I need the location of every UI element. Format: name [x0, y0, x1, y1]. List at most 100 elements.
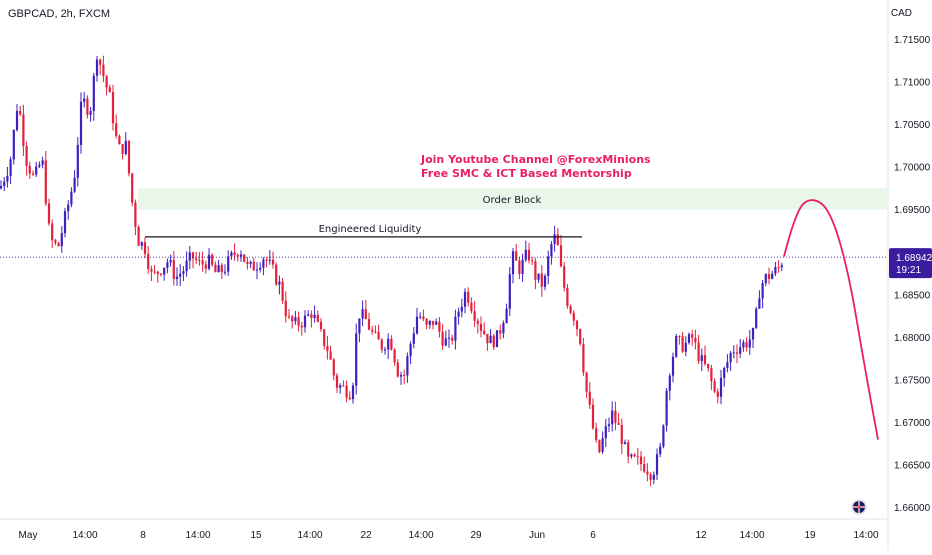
candle-body	[700, 354, 703, 362]
candle-body	[195, 258, 198, 261]
candle-body	[579, 329, 582, 345]
candle-body	[265, 259, 268, 261]
candle-body	[281, 281, 284, 301]
candle-body	[284, 300, 287, 317]
candle-body	[371, 329, 374, 332]
candle-body	[313, 314, 316, 318]
candle-body	[15, 110, 19, 131]
candle-body	[316, 314, 319, 322]
x-tick-label: 14:00	[739, 530, 764, 541]
candle-body	[300, 325, 303, 328]
candle-body	[412, 333, 415, 344]
candle-body	[431, 320, 435, 325]
candle-body	[460, 306, 463, 312]
candle-body	[511, 251, 515, 275]
candle-body	[28, 165, 31, 174]
uk-flag-icon	[851, 499, 867, 515]
candle-body	[185, 260, 188, 272]
candle-body	[60, 233, 63, 247]
candle-body	[332, 359, 335, 376]
candle-body	[627, 442, 630, 457]
candle-body	[659, 446, 662, 455]
candle-body	[0, 185, 3, 189]
current-price-tag	[889, 248, 932, 279]
candle-body	[319, 321, 323, 330]
candle-body	[95, 59, 99, 76]
candle-body	[214, 264, 217, 273]
candle-body	[707, 363, 710, 369]
x-tick-label: 14:00	[408, 530, 433, 541]
candle-body	[547, 256, 550, 276]
candle-body	[230, 252, 233, 257]
candle-body	[220, 265, 223, 273]
candle-body	[335, 375, 339, 388]
candle-body	[473, 311, 476, 321]
x-tick-label: 14:00	[72, 530, 97, 541]
candle-body	[377, 332, 380, 340]
candle-body	[585, 372, 588, 392]
candle-body	[211, 254, 214, 265]
candle-body	[191, 252, 195, 259]
candle-body	[435, 321, 438, 325]
candle-body	[687, 334, 691, 343]
candle-body	[643, 463, 646, 472]
x-tick-label: May	[19, 530, 38, 541]
candle-body	[502, 323, 505, 334]
candle-body	[665, 390, 668, 426]
candle-body	[89, 110, 92, 115]
x-tick-label: 14:00	[853, 530, 878, 541]
x-tick-label: 22	[360, 530, 372, 541]
candle-body	[543, 275, 547, 287]
candle-body	[483, 330, 486, 334]
annotation-line-1: Join Youtube Channel @ForexMinions	[420, 153, 651, 166]
candle-body	[444, 338, 447, 346]
candle-body	[207, 254, 211, 269]
candle-body	[515, 251, 518, 261]
projection-curve[interactable]	[783, 199, 879, 440]
candle-body	[271, 259, 275, 265]
x-tick-label: 6	[590, 530, 596, 541]
candle-body	[3, 181, 6, 186]
candle-body	[774, 267, 777, 274]
candle-body	[486, 333, 489, 344]
candle-body	[259, 267, 262, 270]
candle-body	[409, 343, 412, 357]
order-block-zone[interactable]	[138, 188, 888, 210]
candle-body	[633, 454, 636, 457]
candle-body	[758, 298, 761, 309]
candle-body	[553, 234, 556, 245]
candle-body	[527, 249, 531, 261]
candle-body	[35, 166, 38, 175]
candle-body	[102, 64, 105, 77]
candle-body	[92, 75, 95, 111]
candle-body	[358, 318, 361, 334]
candle-body	[710, 368, 713, 382]
x-tick-label: 8	[140, 530, 146, 541]
candle-body	[598, 440, 601, 452]
candle-body	[204, 264, 207, 269]
candle-body	[70, 191, 73, 205]
candle-body	[137, 226, 140, 246]
candle-body	[326, 346, 329, 352]
candle-body	[428, 320, 431, 325]
candle-body	[467, 291, 470, 303]
candle-body	[396, 362, 399, 377]
candle-body	[76, 144, 79, 178]
candle-body	[406, 356, 409, 376]
candle-body	[79, 101, 83, 145]
candle-body	[559, 245, 563, 267]
candle-body	[127, 140, 131, 174]
candle-body	[345, 385, 348, 398]
candle-body	[451, 337, 454, 341]
candle-body	[646, 471, 649, 475]
candle-body	[278, 281, 281, 285]
y-tick-label: 1.67500	[894, 375, 931, 386]
candle-body	[111, 92, 115, 124]
candle-body	[140, 242, 143, 246]
candle-body	[531, 260, 534, 262]
candle-body	[307, 314, 310, 316]
candle-body	[348, 397, 351, 400]
candle-body	[415, 316, 419, 334]
